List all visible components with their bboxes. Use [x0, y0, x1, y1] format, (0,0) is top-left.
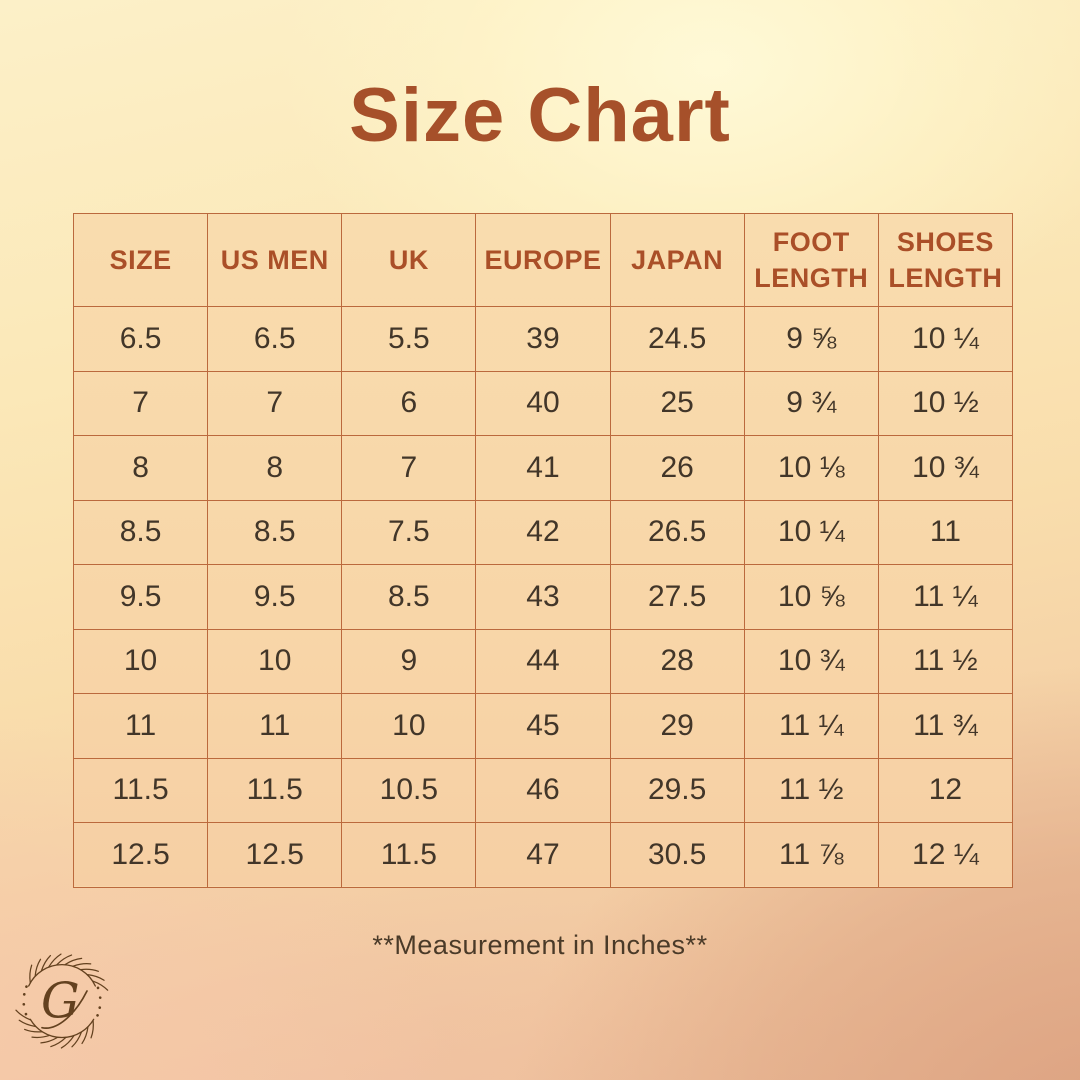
table-cell: 11 ½	[743, 757, 879, 823]
table-cell: 6.5	[72, 306, 209, 372]
table-cell: 24.5	[609, 306, 745, 372]
table-cell: 11.5	[207, 757, 343, 823]
logo-flourish-stroke	[41, 990, 88, 1029]
column-header: US MEN	[207, 213, 343, 307]
table-cell: 12	[877, 757, 1014, 823]
table-cell: 9	[341, 628, 477, 694]
table-cell: 28	[609, 628, 745, 694]
table-cell: 11	[877, 499, 1014, 565]
brand-logo: G	[15, 953, 109, 1049]
table-row: 8 8 7 41 26 10 ⅛ 10 ¾	[72, 435, 1014, 501]
column-header: SIZE	[72, 213, 209, 307]
table-cell: 25	[609, 370, 745, 436]
table-cell: 10 ½	[877, 370, 1014, 436]
table-cell: 8.5	[341, 564, 477, 630]
logo-monogram-g: G	[41, 974, 80, 1030]
table-cell: 45	[475, 693, 611, 759]
table-cell: 11 ⅞	[743, 822, 879, 888]
table-cell: 10	[72, 628, 209, 694]
table-cell: 6	[341, 370, 477, 436]
table-cell: 39	[475, 306, 611, 372]
table-cell: 11 ¼	[743, 693, 879, 759]
table-row: 11 11 10 45 29 11 ¼ 11 ¾	[72, 693, 1014, 759]
table-cell: 12.5	[72, 822, 209, 888]
table-cell: 29.5	[609, 757, 745, 823]
table-cell: 26	[609, 435, 745, 501]
header-row: SIZE US MEN UK EUROPE JAPAN FOOT LENGTH SHOES …	[72, 213, 1014, 307]
table-cell: 10	[207, 628, 343, 694]
measurement-footnote: **Measurement in Inches**	[372, 930, 708, 960]
column-header: UK	[341, 213, 477, 307]
table-cell: 11 ¾	[877, 693, 1014, 759]
table-row: 6.5 6.5 5.5 39 24.5 9 ⅝ 10 ¼	[72, 306, 1014, 372]
table-cell: 9.5	[72, 564, 209, 630]
table-cell: 40	[475, 370, 611, 436]
table-header: SIZE US MEN UK EUROPE JAPAN FOOT LENGTH SHOES …	[72, 213, 1014, 307]
table-row: 9.5 9.5 8.5 43 27.5 10 ⅝ 11 ¼	[72, 564, 1014, 630]
table-row: 8.5 8.5 7.5 42 26.5 10 ¼ 11	[72, 499, 1014, 565]
table-cell: 46	[475, 757, 611, 823]
table-cell: 9 ¾	[743, 370, 879, 436]
table-cell: 8	[207, 435, 343, 501]
table-cell: 11	[207, 693, 343, 759]
page-title: Size Chart	[349, 73, 731, 158]
table-cell: 11.5	[72, 757, 209, 823]
table-cell: 11 ½	[877, 628, 1014, 694]
table-cell: 10 ¼	[877, 306, 1014, 372]
table-cell: 10 ⅛	[743, 435, 879, 501]
table-cell: 7	[207, 370, 343, 436]
table-cell: 26.5	[609, 499, 745, 565]
column-header: JAPAN	[609, 213, 745, 307]
table-cell: 10 ¼	[743, 499, 879, 565]
table-cell: 7	[341, 435, 477, 501]
table-cell: 10 ¾	[743, 628, 879, 694]
table-cell: 47	[475, 822, 611, 888]
laurel-wreath-icon	[15, 953, 109, 1049]
table-cell: 8	[72, 435, 209, 501]
table-cell: 9.5	[207, 564, 343, 630]
table-cell: 30.5	[609, 822, 745, 888]
table-cell: 44	[475, 628, 611, 694]
column-header: EUROPE	[475, 213, 611, 307]
table-cell: 8.5	[207, 499, 343, 565]
column-header: FOOT LENGTH	[743, 213, 879, 307]
table-row: 11.5 11.5 10.5 46 29.5 11 ½ 12	[72, 757, 1014, 823]
table-cell: 7.5	[341, 499, 477, 565]
table-row: 10 10 9 44 28 10 ¾ 11 ½	[72, 628, 1014, 694]
table-cell: 10 ⅝	[743, 564, 879, 630]
table-cell: 6.5	[207, 306, 343, 372]
table-cell: 41	[475, 435, 611, 501]
table-cell: 8.5	[72, 499, 209, 565]
table-cell: 11	[72, 693, 209, 759]
size-chart-table-container: SIZE US MEN UK EUROPE JAPAN FOOT LENGTH SHOES …	[72, 213, 1014, 888]
table-cell: 12 ¼	[877, 822, 1014, 888]
table-cell: 43	[475, 564, 611, 630]
table-cell: 10.5	[341, 757, 477, 823]
table-cell: 29	[609, 693, 745, 759]
table-cell: 12.5	[207, 822, 343, 888]
table-cell: 5.5	[341, 306, 477, 372]
table-cell: 10 ¾	[877, 435, 1014, 501]
table-row: 7 7 6 40 25 9 ¾ 10 ½	[72, 370, 1014, 436]
table-cell: 7	[72, 370, 209, 436]
table-cell: 9 ⅝	[743, 306, 879, 372]
size-chart-table: SIZE US MEN UK EUROPE JAPAN FOOT LENGTH SHOES …	[72, 213, 1014, 888]
table-cell: 27.5	[609, 564, 745, 630]
table-cell: 11.5	[341, 822, 477, 888]
table-row: 12.5 12.5 11.5 47 30.5 11 ⅞ 12 ¼	[72, 822, 1014, 888]
table-cell: 42	[475, 499, 611, 565]
column-header: SHOES LENGTH	[877, 213, 1014, 307]
table-cell: 11 ¼	[877, 564, 1014, 630]
table-cell: 10	[341, 693, 477, 759]
